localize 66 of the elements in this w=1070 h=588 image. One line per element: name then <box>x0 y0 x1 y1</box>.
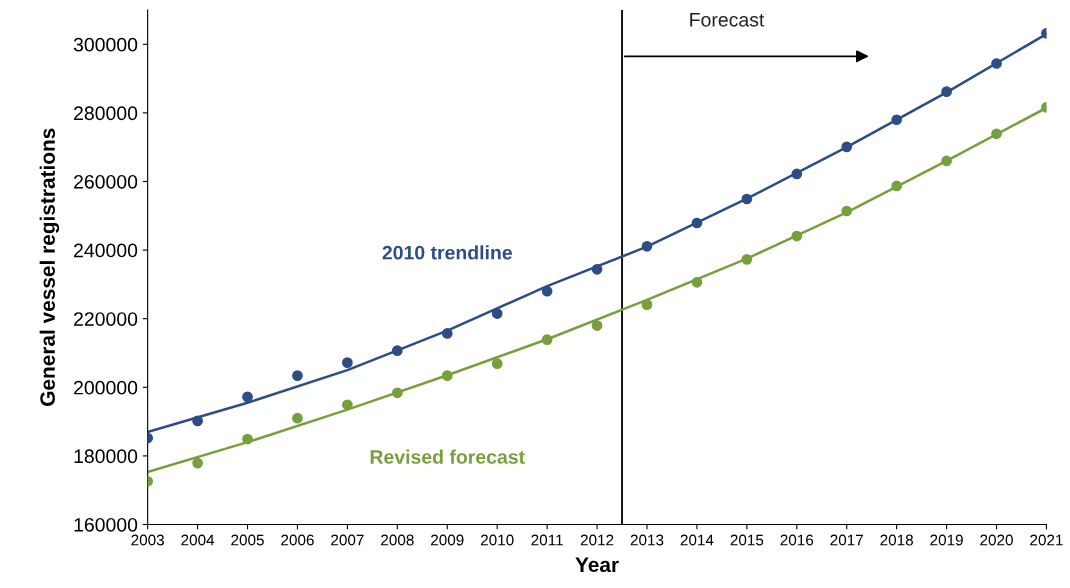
point <box>841 205 853 217</box>
x-tick-label: 2004 <box>181 534 215 546</box>
x-tick-label: 2021 <box>1030 534 1063 546</box>
point <box>242 391 253 403</box>
point <box>541 334 553 345</box>
point <box>342 399 353 411</box>
point <box>441 328 453 339</box>
point <box>591 320 603 331</box>
point <box>791 230 803 242</box>
x-tick-label: 2018 <box>880 534 913 546</box>
x-tick-label: 2020 <box>980 534 1013 546</box>
annotation: Forecast <box>690 13 765 27</box>
point <box>342 357 353 368</box>
point <box>891 180 903 192</box>
point <box>641 299 653 310</box>
series-label: 2010 trendline <box>382 245 512 260</box>
y-tick-label: 260000 <box>74 174 138 189</box>
y-tick-label: 240000 <box>74 243 138 258</box>
point <box>242 433 253 445</box>
point <box>991 128 1002 140</box>
point <box>491 308 503 319</box>
point <box>691 276 703 288</box>
x-tick-label: 2007 <box>331 534 364 546</box>
x-tick-label: 2019 <box>930 534 963 546</box>
y-axis-title: General vessel registrations <box>39 128 60 406</box>
point <box>441 370 453 381</box>
y-tick-label: 220000 <box>74 312 138 326</box>
x-tick-label: 2008 <box>381 534 414 546</box>
point <box>391 345 403 356</box>
point <box>491 358 503 369</box>
point <box>941 86 952 97</box>
y-tick-label: 280000 <box>74 106 138 121</box>
point <box>192 415 203 427</box>
point <box>741 254 753 265</box>
x-tick-label: 2003 <box>131 534 164 546</box>
x-tick-label: 2014 <box>680 534 714 546</box>
x-tick-label: 2017 <box>830 534 863 546</box>
x-tick-label: 2010 <box>480 534 514 546</box>
point <box>891 114 903 126</box>
point <box>292 412 303 424</box>
point <box>192 457 203 469</box>
point <box>641 240 653 252</box>
x-tick-label: 2015 <box>730 534 764 546</box>
point <box>591 263 603 275</box>
x-axis-title: Year <box>575 557 619 573</box>
point <box>941 155 952 167</box>
x-tick-label: 2016 <box>780 534 814 546</box>
x-tick-label: 2006 <box>281 534 314 546</box>
point <box>791 168 803 180</box>
text: Revised forecast <box>370 449 525 464</box>
point <box>292 370 303 381</box>
point <box>691 217 703 229</box>
point <box>541 285 553 297</box>
x-tick-label: 2009 <box>431 534 464 546</box>
x-tick-label: 2005 <box>231 534 264 546</box>
y-tick-label: 160000 <box>74 517 138 532</box>
y-tick-label: 200000 <box>74 380 138 395</box>
point <box>391 387 403 399</box>
x-tick-label: 2012 <box>580 534 614 546</box>
point <box>741 193 753 205</box>
point <box>841 141 853 153</box>
x-tick-label: 2013 <box>630 534 664 546</box>
y-tick-label: 300000 <box>73 37 138 52</box>
x-tick-label: 2011 <box>531 534 563 546</box>
y-tick-label: 180000 <box>74 449 138 464</box>
point <box>991 58 1002 69</box>
